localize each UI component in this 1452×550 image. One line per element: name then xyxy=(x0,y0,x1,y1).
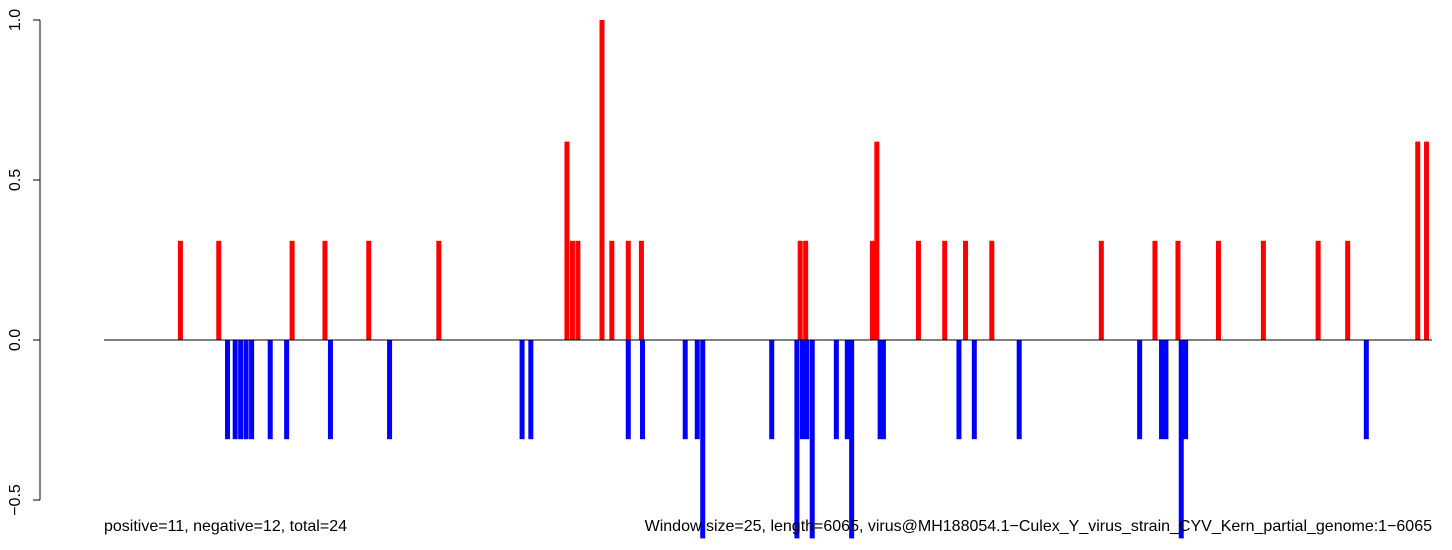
negative-bar xyxy=(1183,340,1189,440)
negative-bar xyxy=(700,340,706,539)
negative-bar xyxy=(794,340,800,539)
negative-bar xyxy=(844,340,850,440)
negative-bar xyxy=(243,340,249,440)
positive-bar xyxy=(564,141,570,340)
y-tick-label: 0.0 xyxy=(7,329,24,351)
positive-bar xyxy=(436,240,442,340)
negative-bar xyxy=(1016,340,1022,440)
negative-bar xyxy=(769,340,775,440)
y-tick-label: 0.5 xyxy=(7,169,24,191)
negative-bar xyxy=(1163,340,1169,440)
negative-bar xyxy=(971,340,977,440)
y-tick-label: 1.0 xyxy=(7,9,24,31)
positive-bar xyxy=(1315,240,1321,340)
negative-bar xyxy=(1137,340,1143,440)
negative-bar xyxy=(880,340,886,440)
negative-bar xyxy=(249,340,255,440)
positive-bar xyxy=(1215,240,1221,340)
positive-bar xyxy=(216,240,222,340)
positive-bar xyxy=(1175,240,1181,340)
negative-bar xyxy=(519,340,525,440)
positive-bar xyxy=(599,20,605,340)
positive-bar xyxy=(869,240,875,340)
positive-bar xyxy=(1345,240,1351,340)
negative-bar xyxy=(1159,340,1165,440)
positive-bar xyxy=(569,240,575,340)
negative-bar xyxy=(833,340,839,440)
positive-bar xyxy=(1260,240,1266,340)
negative-bar xyxy=(387,340,393,440)
y-axis: −0.5 0.0 0.5 1.0 xyxy=(7,9,41,516)
positive-bar xyxy=(638,240,644,340)
bars-group xyxy=(177,20,1430,539)
negative-bar xyxy=(804,340,810,440)
positive-bar xyxy=(177,240,183,340)
positive-bar xyxy=(625,240,631,340)
caption-counts: positive=11, negative=12, total=24 xyxy=(104,518,347,535)
negative-bar xyxy=(877,340,883,440)
negative-bar xyxy=(625,340,631,440)
y-tick-label: −0.5 xyxy=(7,484,24,516)
negative-bar xyxy=(956,340,962,440)
positive-bar xyxy=(942,240,948,340)
caption-window-info: Window size=25, length=6065, virus@MH188… xyxy=(645,518,1432,535)
negative-bar xyxy=(528,340,534,440)
negative-bar xyxy=(267,340,273,440)
positive-bar xyxy=(963,240,969,340)
negative-bar xyxy=(327,340,333,440)
positive-bar xyxy=(874,141,880,340)
negative-bar xyxy=(1363,340,1369,440)
positive-bar xyxy=(609,240,615,340)
negative-bar xyxy=(225,340,231,440)
negative-bar xyxy=(694,340,700,440)
positive-bar xyxy=(797,240,803,340)
positive-bar xyxy=(1424,141,1430,340)
positive-bar xyxy=(915,240,921,340)
negative-bar xyxy=(1178,340,1184,539)
positive-bar xyxy=(1152,240,1158,340)
positive-bar xyxy=(289,240,295,340)
negative-bar xyxy=(284,340,290,440)
negative-bar xyxy=(799,340,805,440)
positive-bar xyxy=(1415,141,1421,340)
negative-bar xyxy=(809,340,815,539)
negative-bar xyxy=(238,340,244,440)
negative-bar xyxy=(232,340,238,440)
negative-bar xyxy=(640,340,646,440)
positive-bar xyxy=(366,240,372,340)
positive-bar xyxy=(989,240,995,340)
negative-bar xyxy=(849,340,855,539)
positive-bar xyxy=(1098,240,1104,340)
positive-bar xyxy=(322,240,328,340)
positive-bar xyxy=(575,240,581,340)
negative-bar xyxy=(682,340,688,440)
positive-bar xyxy=(803,240,809,340)
